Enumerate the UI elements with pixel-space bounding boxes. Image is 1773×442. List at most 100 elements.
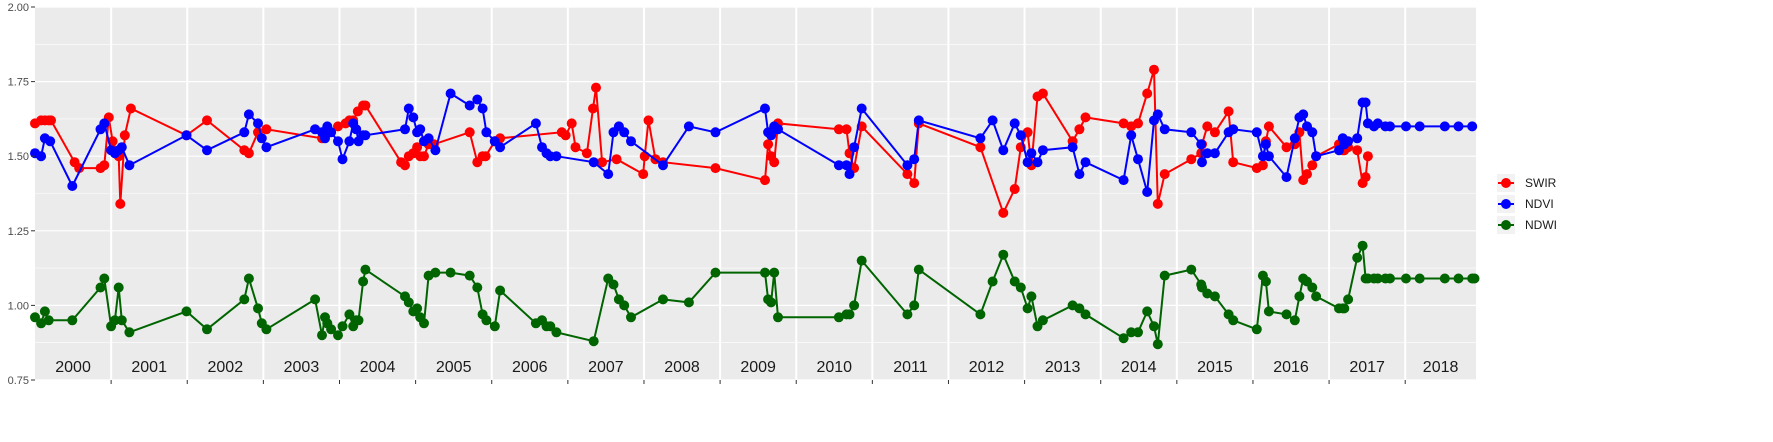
- data-point-ndwi: [95, 282, 106, 293]
- data-point-ndwi: [1414, 273, 1425, 284]
- data-point-ndvi: [1260, 139, 1271, 150]
- year-labels: 2000 2001 2002 2003 2004 2005 2006 2007 2008 2009…: [55, 359, 1458, 376]
- data-point-swir: [570, 142, 581, 153]
- data-point-ndwi: [1357, 240, 1368, 251]
- data-point-ndvi: [1401, 121, 1411, 132]
- data-point-ndvi: [1360, 97, 1371, 108]
- data-point-ndwi: [913, 264, 924, 275]
- data-point-swir: [480, 151, 491, 162]
- data-point-swir: [1149, 64, 1159, 75]
- data-point-ndvi: [626, 136, 636, 147]
- data-point-ndwi: [1022, 303, 1033, 314]
- data-point-ndvi: [1026, 148, 1037, 159]
- legend: SWIR NDVI NDWI: [1497, 174, 1557, 234]
- data-point-ndvi: [67, 181, 78, 191]
- data-point-ndwi: [337, 321, 348, 332]
- data-point-ndvi: [1439, 121, 1450, 132]
- data-point-swir: [333, 121, 343, 132]
- data-point-ndwi: [1009, 276, 1020, 287]
- data-point-ndwi: [658, 294, 668, 305]
- data-point-ndwi: [1260, 276, 1271, 287]
- data-point-swir: [1352, 145, 1363, 156]
- data-point-swir: [1209, 127, 1220, 138]
- data-point-ndwi: [833, 312, 844, 323]
- data-point-ndwi: [412, 303, 423, 314]
- legend-label: NDVI: [1525, 197, 1554, 211]
- data-point-ndwi: [472, 282, 483, 293]
- x-axis: [110, 380, 1406, 384]
- data-point-ndvi: [472, 94, 483, 105]
- data-point-ndwi: [310, 294, 321, 305]
- data-point-ndvi: [603, 169, 614, 180]
- data-point-ndvi: [1202, 148, 1213, 159]
- data-point-ndwi: [1159, 270, 1170, 281]
- data-point-ndvi: [683, 121, 694, 132]
- data-point-ndwi: [1142, 306, 1153, 317]
- data-point-ndvi: [1080, 157, 1091, 168]
- data-point-ndvi: [333, 136, 343, 147]
- data-point-ndvi: [1197, 157, 1207, 168]
- data-point-ndwi: [202, 324, 212, 335]
- data-point-ndwi: [1209, 291, 1220, 302]
- data-point-ndvi: [45, 136, 56, 147]
- data-point-swir: [99, 160, 110, 171]
- data-point-swir: [1074, 124, 1085, 135]
- data-point-ndwi: [1026, 291, 1037, 302]
- data-point-ndvi: [902, 160, 913, 171]
- data-point-ndvi: [1251, 127, 1262, 138]
- data-point-ndvi: [849, 142, 860, 153]
- data-point-swir: [763, 139, 774, 150]
- data-point-ndvi: [415, 124, 426, 135]
- data-point-ndvi: [202, 145, 212, 156]
- data-point-ndwi: [261, 324, 272, 335]
- data-point-swir: [560, 130, 571, 141]
- data-point-ndwi: [1469, 273, 1480, 284]
- data-point-ndvi: [998, 145, 1009, 156]
- data-point-ndvi: [841, 160, 852, 171]
- data-point-ndvi: [1152, 109, 1163, 120]
- data-point-ndvi: [320, 133, 330, 144]
- year-label: 2008: [664, 359, 700, 376]
- data-point-swir: [611, 154, 622, 165]
- data-point-ndvi: [495, 142, 506, 153]
- data-point-ndwi: [67, 315, 78, 326]
- data-point-ndwi: [766, 297, 777, 308]
- data-point-swir: [1228, 157, 1239, 168]
- data-point-ndvi: [400, 124, 410, 135]
- data-point-swir: [1009, 184, 1020, 194]
- data-point-swir: [975, 142, 986, 153]
- data-point-ndvi: [99, 118, 110, 129]
- data-point-swir: [412, 142, 423, 153]
- data-point-ndwi: [588, 336, 599, 347]
- data-point-ndvi: [253, 118, 263, 129]
- data-point-swir: [115, 198, 126, 209]
- data-point-ndwi: [760, 267, 770, 278]
- data-point-ndvi: [1159, 124, 1170, 135]
- data-point-ndvi: [1209, 148, 1220, 159]
- data-point-swir: [1257, 160, 1268, 171]
- data-point-swir: [909, 178, 920, 189]
- data-point-swir: [760, 175, 770, 186]
- data-point-ndwi: [1385, 273, 1395, 284]
- data-point-swir: [998, 207, 1009, 218]
- series-ndwi: [30, 240, 1480, 350]
- data-point-swir: [243, 148, 254, 159]
- data-point-ndwi: [975, 309, 986, 320]
- data-point-ndvi: [1196, 139, 1207, 150]
- legend-marker: [1501, 220, 1511, 230]
- data-point-ndvi: [987, 115, 998, 126]
- data-point-ndwi: [849, 300, 860, 311]
- data-point-ndwi: [1401, 273, 1411, 284]
- data-point-swir: [902, 169, 913, 180]
- grid-lines: [35, 6, 1476, 381]
- data-point-ndwi: [445, 267, 456, 278]
- data-point-ndvi: [239, 127, 250, 138]
- data-point-ndvi: [351, 124, 362, 135]
- data-point-ndwi: [403, 297, 414, 308]
- data-point-ndvi: [913, 115, 924, 126]
- y-tick-label: 1.75: [8, 77, 29, 89]
- data-point-swir: [1223, 106, 1234, 117]
- data-point-ndwi: [551, 327, 562, 338]
- data-point-swir: [46, 115, 56, 126]
